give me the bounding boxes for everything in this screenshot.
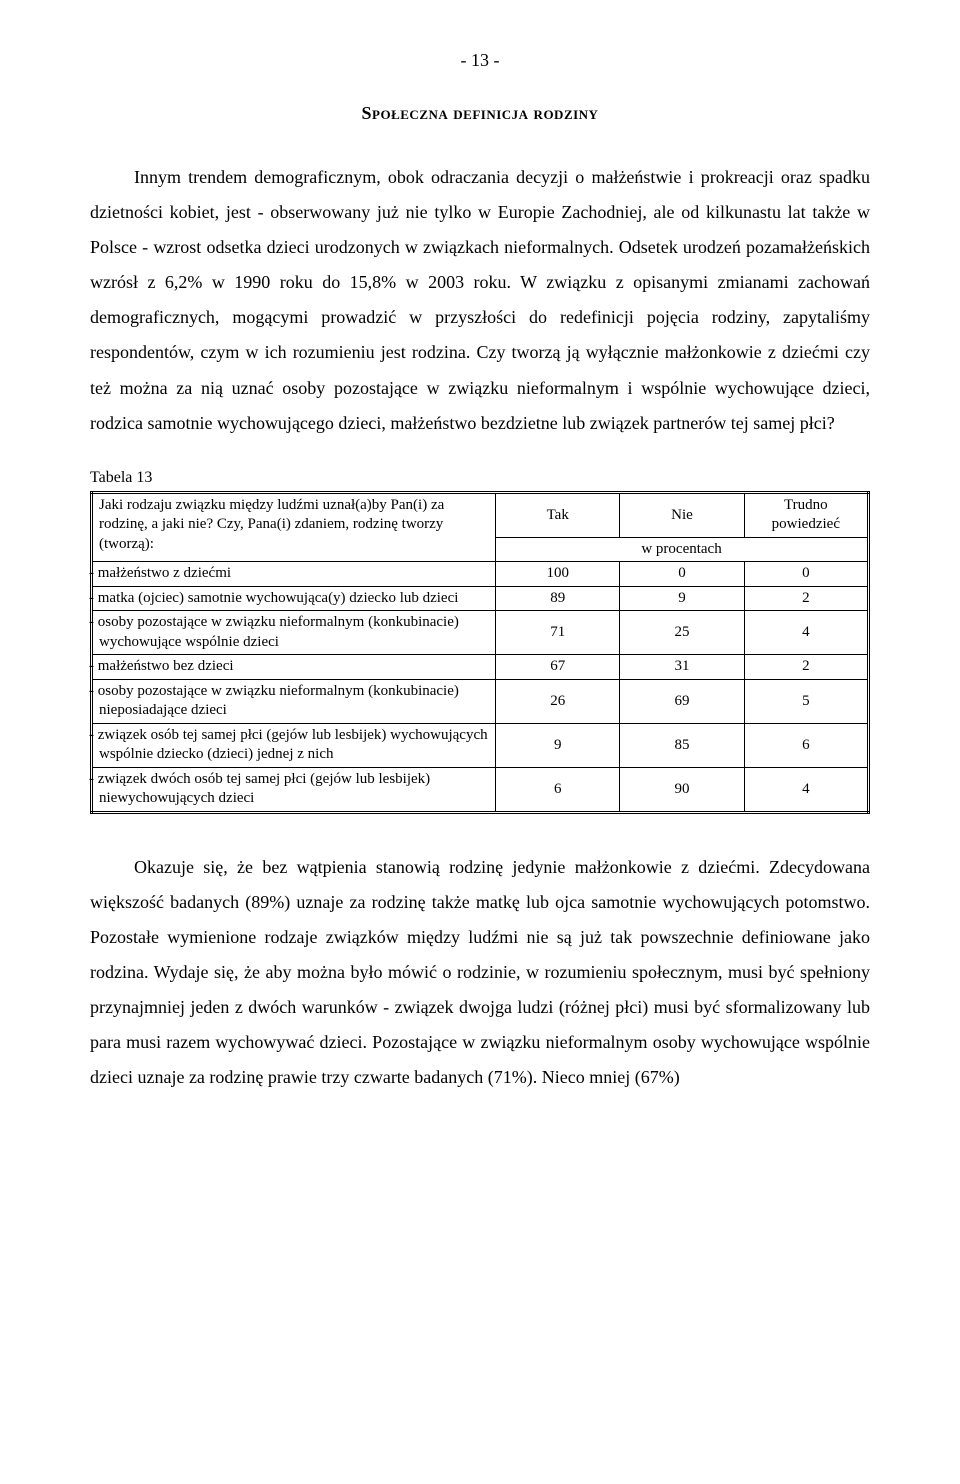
cell-yes: 71 (496, 611, 620, 655)
cell-dk: 6 (744, 723, 868, 767)
table-row: - związek osób tej samej płci (gejów lub… (92, 723, 869, 767)
cell-no: 90 (620, 767, 744, 812)
row-label: - małżeństwo z dziećmi (92, 562, 496, 587)
col-header-yes: Tak (496, 492, 620, 537)
table-row: - matka (ojciec) samotnie wychowująca(y)… (92, 586, 869, 611)
cell-dk: 0 (744, 562, 868, 587)
table-row: - małżeństwo z dziećmi 100 0 0 (92, 562, 869, 587)
row-label: - związek dwóch osób tej samej płci (gej… (92, 767, 496, 812)
page-number: - 13 - (90, 50, 870, 71)
paragraph-2: Okazuje się, że bez wątpienia stanowią r… (90, 850, 870, 1096)
row-label: - małżeństwo bez dzieci (92, 655, 496, 680)
cell-yes: 26 (496, 679, 620, 723)
table-row: - osoby pozostające w związku nieformaln… (92, 679, 869, 723)
cell-yes: 6 (496, 767, 620, 812)
cell-no: 31 (620, 655, 744, 680)
paragraph-1: Innym trendem demograficznym, obok odrac… (90, 160, 870, 441)
section-heading: Społeczna definicja rodziny (90, 103, 870, 124)
document-page: - 13 - Społeczna definicja rodziny Innym… (0, 0, 960, 1484)
table-body: - małżeństwo z dziećmi 100 0 0 - matka (… (92, 562, 869, 813)
cell-dk: 2 (744, 586, 868, 611)
table-caption: Tabela 13 (90, 469, 870, 487)
row-label: - związek osób tej samej płci (gejów lub… (92, 723, 496, 767)
data-table: Jaki rodzaju związku między ludźmi uznał… (90, 491, 870, 814)
cell-no: 25 (620, 611, 744, 655)
cell-no: 9 (620, 586, 744, 611)
cell-yes: 9 (496, 723, 620, 767)
cell-no: 69 (620, 679, 744, 723)
cell-yes: 67 (496, 655, 620, 680)
table-row: - osoby pozostające w związku nieformaln… (92, 611, 869, 655)
cell-yes: 100 (496, 562, 620, 587)
col-header-dk: Trudno powiedzieć (744, 492, 868, 537)
cell-no: 85 (620, 723, 744, 767)
cell-yes: 89 (496, 586, 620, 611)
table-question-header: Jaki rodzaju związku między ludźmi uznał… (92, 492, 496, 562)
cell-dk: 5 (744, 679, 868, 723)
row-label: - matka (ojciec) samotnie wychowująca(y)… (92, 586, 496, 611)
col-subheader-percent: w procentach (496, 537, 869, 562)
col-header-no: Nie (620, 492, 744, 537)
table-row: - małżeństwo bez dzieci 67 31 2 (92, 655, 869, 680)
cell-dk: 4 (744, 611, 868, 655)
row-label: - osoby pozostające w związku nieformaln… (92, 679, 496, 723)
cell-dk: 2 (744, 655, 868, 680)
cell-dk: 4 (744, 767, 868, 812)
table-row: - związek dwóch osób tej samej płci (gej… (92, 767, 869, 812)
cell-no: 0 (620, 562, 744, 587)
row-label: - osoby pozostające w związku nieformaln… (92, 611, 496, 655)
